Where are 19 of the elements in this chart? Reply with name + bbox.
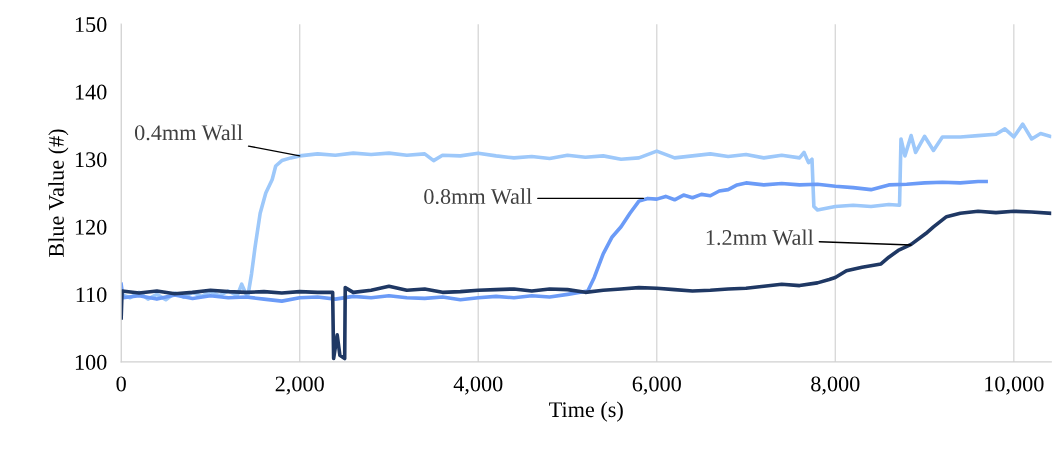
y-tick-label: 120: [75, 219, 107, 235]
x-tick-label: 0: [116, 376, 126, 392]
y-tick-label: 100: [75, 354, 107, 370]
y-tick-label: 110: [76, 287, 107, 303]
x-axis-title: Time (s): [549, 401, 623, 422]
annotation: 1.2mm Wall: [706, 229, 814, 246]
x-tick-label: 2,000: [275, 376, 324, 395]
x-tick-label: 10,000: [985, 376, 1044, 395]
annotation: 0.4mm Wall: [134, 124, 243, 141]
x-tick-label: 6,000: [632, 376, 681, 395]
y-tick-label: 130: [75, 152, 107, 168]
x-tick-label: 4,000: [453, 376, 503, 395]
line-series: [121, 122, 1052, 302]
y-axis-title: Blue Value (#): [48, 129, 69, 257]
y-tick-label: 140: [75, 84, 107, 100]
line-series: [121, 179, 988, 303]
x-tick-label: 8,000: [811, 376, 860, 395]
annotation: 0.8mm Wall: [424, 188, 532, 205]
y-tick-label: 150: [75, 17, 107, 33]
